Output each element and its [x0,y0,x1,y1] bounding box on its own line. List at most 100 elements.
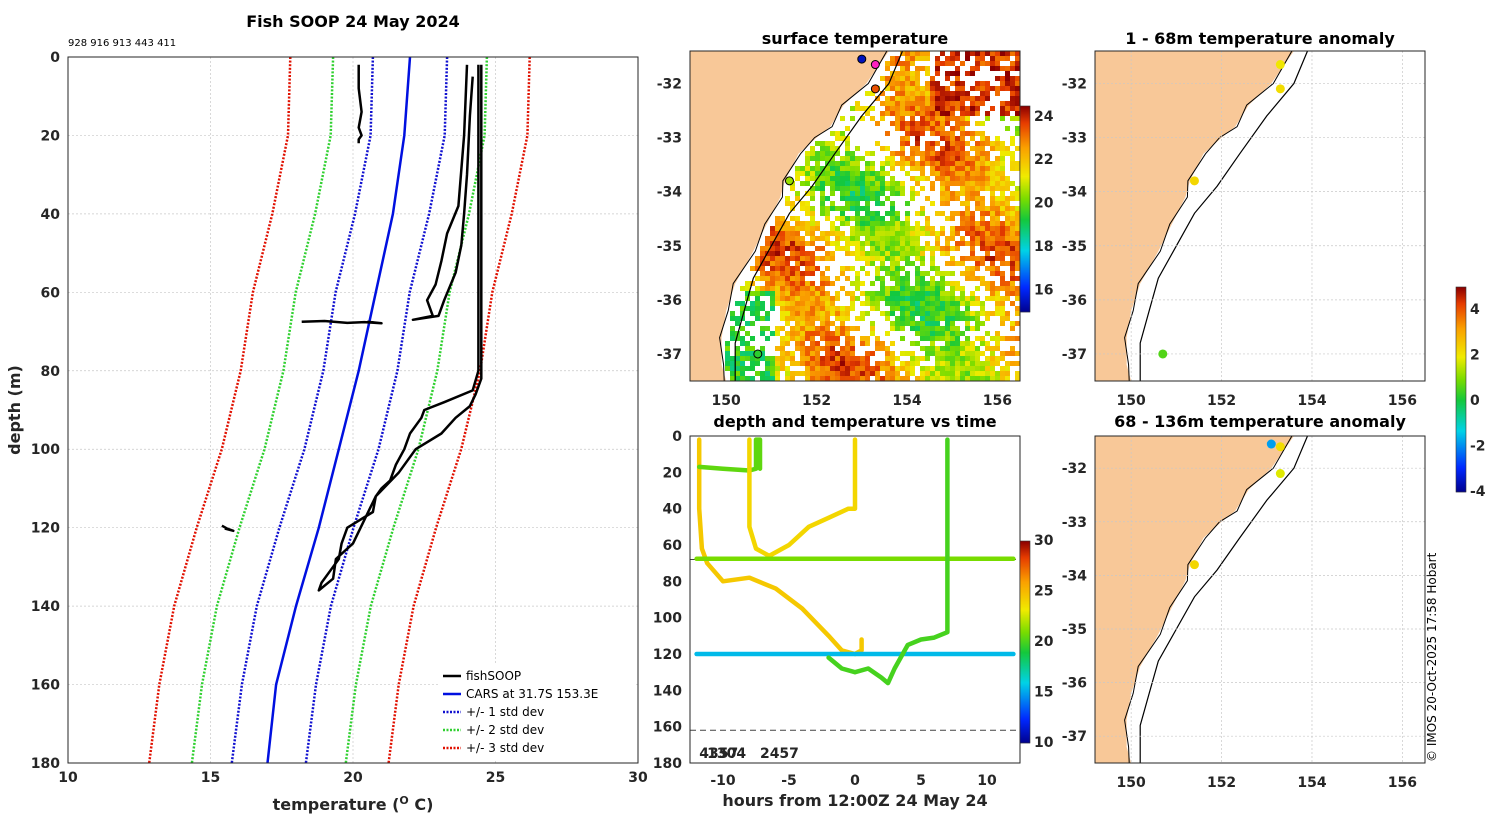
sst-cell [780,311,785,316]
sst-cell [1005,221,1010,226]
sst-cell [930,101,935,106]
sst-cell [760,276,765,281]
sst-cell [845,326,850,331]
sst-cell [970,161,975,166]
anom1-panel: 1 - 68m temperature anomaly 150 152 154 156… [1062,29,1426,409]
sst-cell [915,361,920,366]
sst-cell [970,221,975,226]
sst-cell [980,176,985,181]
sst-cell [1000,251,1005,256]
sst-cell [895,226,900,231]
sst-cell [775,281,780,286]
sst-cell [800,201,805,206]
sst-colorbar-band [1020,143,1030,145]
sst-cell [915,276,920,281]
sst-cell [880,311,885,316]
sst-cell [935,336,940,341]
anomaly-colorbar-band [1456,391,1466,393]
sst-cell [750,266,755,271]
sst-cell [940,296,945,301]
sst-cell [975,166,980,171]
sst-cell [1015,216,1020,221]
anomaly-colorbar-tick: -4 [1470,484,1486,500]
sst-cell [905,256,910,261]
sst-cell [885,311,890,316]
sst-cell [815,306,820,311]
sst-cell [860,316,865,321]
sst-cell [780,251,785,256]
sst-cell [910,91,915,96]
anomaly-colorbar-band [1456,384,1466,386]
timeseries-colorbar-band [1020,662,1030,664]
sst-cell [945,371,950,376]
sst-cell [805,321,810,326]
sst-cell [1000,171,1005,176]
sst-cell [965,181,970,186]
figure-title: Fish SOOP 24 May 2024 [246,12,460,31]
sst-cell [845,376,850,381]
sst-cell [950,101,955,106]
sst-cell [1010,346,1015,351]
sst-colorbar-band [1020,107,1030,109]
sst-cell [815,351,820,356]
sst-cell [730,356,735,361]
sst-cell [900,156,905,161]
timeseries-xtick-label: -5 [781,773,797,789]
sst-cell [900,146,905,151]
sst-cell [940,111,945,116]
sst-cell [925,51,930,56]
sst-cell [930,126,935,131]
sst-cell [1010,261,1015,266]
timeseries-colorbar-band [1020,653,1030,655]
sst-cell [855,181,860,186]
sst-cell [850,326,855,331]
sst-cell [820,346,825,351]
sst-cell [775,356,780,361]
map-xtick-label: 154 [1297,775,1326,791]
timeseries-colorbar-band [1020,691,1030,693]
sst-cell [770,286,775,291]
sst-cell [1005,311,1010,316]
sst-colorbar-band [1020,262,1030,264]
sst-cell [945,261,950,266]
sst-cell [920,156,925,161]
sst-cell [970,101,975,106]
anomaly-colorbar-band [1456,422,1466,424]
sst-cell [740,341,745,346]
sst-cell [885,186,890,191]
sst-cell [925,281,930,286]
sst-cell [960,106,965,111]
sst-colorbar-band [1020,270,1030,272]
sst-cell [920,246,925,251]
sst-cell [825,281,830,286]
sst-cell [945,106,950,111]
sst-cell [955,76,960,81]
anomaly-colorbar-band [1456,327,1466,329]
sst-cell [900,251,905,256]
sst-cell [785,331,790,336]
sst-cell [995,271,1000,276]
anomaly-colorbar-band [1456,341,1466,343]
sst-cell [840,316,845,321]
sst-cell [825,321,830,326]
sst-cell [885,81,890,86]
timeseries-colorbar-band [1020,654,1030,656]
sst-cell [1010,196,1015,201]
sst-cell [990,191,995,196]
sst-cell [930,376,935,381]
sst-cell [965,111,970,116]
sst-cell [795,286,800,291]
sst-cell [970,66,975,71]
sst-cell [1015,86,1020,91]
legend-box [438,665,634,759]
sst-cell [905,156,910,161]
sst-cell [815,171,820,176]
sst-cell [940,196,945,201]
sst-cell [785,311,790,316]
sst-cell [865,356,870,361]
sst-colorbar-band [1020,165,1030,167]
sst-colorbar-band [1020,298,1030,300]
sst-cell [880,201,885,206]
timeseries-colorbar-tick: 20 [1034,634,1054,650]
sst-cell [960,241,965,246]
